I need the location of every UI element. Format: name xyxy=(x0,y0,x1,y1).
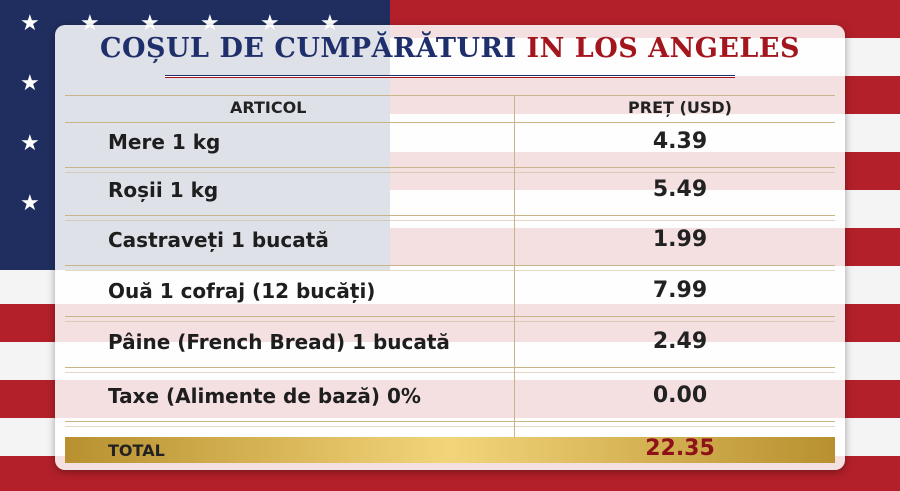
svg-text:★: ★ xyxy=(20,191,40,216)
row-line xyxy=(65,220,835,221)
row-line xyxy=(65,316,835,317)
item-price: 4.39 xyxy=(652,129,708,154)
title-rule xyxy=(165,75,735,78)
column-divider xyxy=(514,95,515,462)
title-part: COȘUL DE CUMPĂRĂTURI xyxy=(100,33,517,64)
item-name: Taxe (Alimente de bază) 0% xyxy=(108,384,421,408)
svg-text:★: ★ xyxy=(20,71,40,96)
total-value: 22.35 xyxy=(645,436,715,461)
row-line xyxy=(65,270,835,271)
svg-text:★: ★ xyxy=(20,131,40,156)
row-line xyxy=(65,172,835,173)
item-price: 2.49 xyxy=(652,329,708,354)
item-name: Roșii 1 kg xyxy=(108,178,219,202)
row-line xyxy=(65,367,835,368)
panel xyxy=(55,25,845,470)
row-line xyxy=(65,321,835,322)
row-line xyxy=(65,95,835,96)
item-price: 7.99 xyxy=(652,278,708,303)
column-header: PREȚ (USD) xyxy=(628,98,732,117)
row-line xyxy=(65,215,835,216)
item-name: Ouă 1 cofraj (12 bucăți) xyxy=(108,279,376,303)
svg-text:★: ★ xyxy=(20,11,40,36)
total-bar xyxy=(65,437,835,463)
item-name: Pâine (French Bread) 1 bucată xyxy=(108,330,450,354)
row-line xyxy=(65,167,835,168)
item-name: Mere 1 kg xyxy=(108,130,221,154)
row-line xyxy=(65,421,835,422)
title: COȘUL DE CUMPĂRĂTURI IN LOS ANGELES xyxy=(55,33,845,64)
column-header: ARTICOL xyxy=(230,98,307,117)
title-part: IN LOS ANGELES xyxy=(526,33,800,64)
row-line xyxy=(65,122,835,123)
item-price: 5.49 xyxy=(652,177,708,202)
row-line xyxy=(65,372,835,373)
total-label: TOTAL xyxy=(108,441,165,460)
item-name: Castraveți 1 bucată xyxy=(108,228,329,252)
item-price: 1.99 xyxy=(652,227,708,252)
item-price: 0.00 xyxy=(652,383,708,408)
row-line xyxy=(65,426,835,427)
row-line xyxy=(65,265,835,266)
